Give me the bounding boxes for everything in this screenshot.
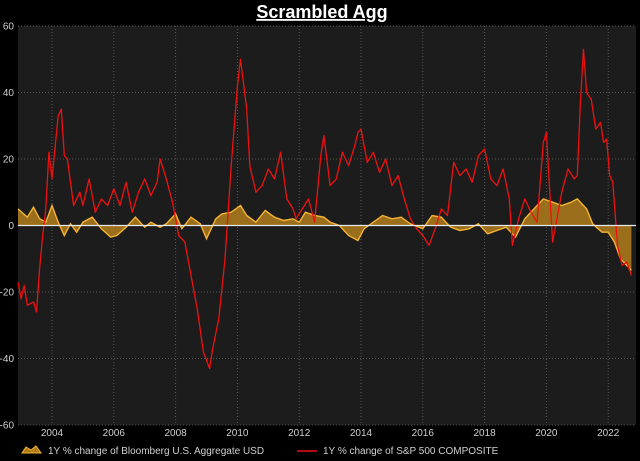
- y-tick-label: 20: [3, 155, 15, 166]
- y-tick-label: -40: [0, 354, 14, 365]
- x-tick-label: 2016: [412, 428, 435, 439]
- y-tick-label: -20: [0, 288, 14, 299]
- legend-item-spx: 1Y % change of S&P 500 COMPOSITE: [297, 446, 499, 457]
- legend-label-agg: 1Y % change of Bloomberg U.S. Aggregate …: [48, 446, 264, 457]
- series-line-spx: [17, 48, 633, 370]
- x-tick-label: 2006: [103, 428, 126, 439]
- x-tick-label: 2012: [288, 428, 311, 439]
- y-tick-label: 40: [3, 88, 15, 99]
- y-tick-label: -60: [0, 421, 14, 432]
- x-tick-label: 2004: [41, 428, 64, 439]
- y-tick-label: 60: [3, 22, 15, 33]
- x-tick-label: 2014: [350, 428, 373, 439]
- x-tick-label: 2018: [473, 428, 496, 439]
- plot-area: [17, 25, 636, 426]
- series-area-agg: [18, 198, 632, 271]
- x-tick-label: 2008: [164, 428, 187, 439]
- legend-item-agg: 1Y % change of Bloomberg U.S. Aggregate …: [21, 445, 264, 457]
- y-axis: -60 -40 -20 0 20 40 60: [0, 22, 14, 432]
- x-tick-label: 2020: [535, 428, 558, 439]
- legend-swatch-agg: [21, 445, 42, 454]
- x-axis: 2004 2006 2008 2010 2012 2014 2016 2018 2020 2022: [41, 428, 620, 439]
- series-layer: [17, 48, 633, 370]
- chart-title: Scrambled Agg: [256, 2, 387, 22]
- y-tick-label: 0: [8, 221, 14, 232]
- x-tick-label: 2010: [226, 428, 249, 439]
- legend-label-spx: 1Y % change of S&P 500 COMPOSITE: [323, 446, 499, 457]
- x-tick-label: 2022: [597, 428, 620, 439]
- legend: 1Y % change of Bloomberg U.S. Aggregate …: [21, 445, 499, 457]
